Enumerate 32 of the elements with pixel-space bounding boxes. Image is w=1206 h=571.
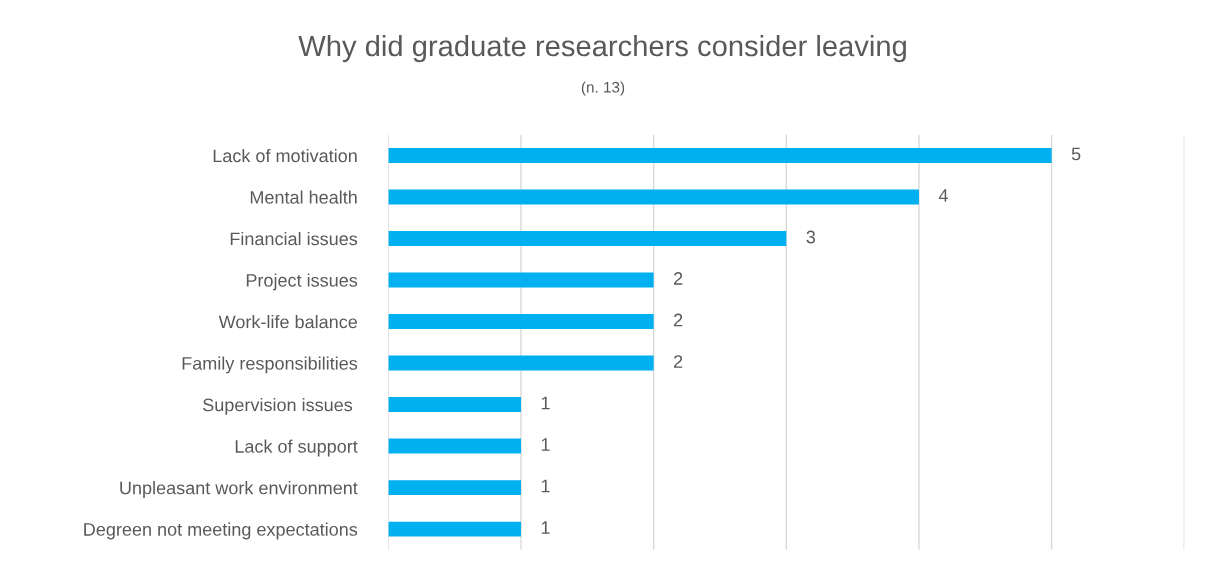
bar bbox=[388, 480, 521, 496]
data-label: 5 bbox=[1071, 147, 1081, 161]
y-tick-label: Lack of support bbox=[235, 439, 358, 457]
y-tick-label: Project issues bbox=[246, 273, 358, 291]
y-tick-label: Financial issues bbox=[230, 231, 358, 246]
bar bbox=[388, 355, 654, 371]
bar bbox=[388, 189, 919, 205]
bar bbox=[388, 148, 1052, 163]
bar bbox=[388, 438, 521, 454]
data-label: 2 bbox=[674, 313, 683, 327]
chart-subtitle: (n. 13) bbox=[581, 81, 625, 96]
y-tick-label: Mental health bbox=[250, 190, 357, 204]
data-label: 1 bbox=[541, 396, 550, 410]
y-tick-label: Family responsibilities bbox=[182, 356, 358, 374]
data-label: 1 bbox=[541, 521, 550, 534]
y-tick-label: Work-life balance bbox=[218, 315, 357, 329]
y-tick-label: Lack of motivation bbox=[213, 148, 357, 163]
bar bbox=[388, 231, 787, 247]
bar bbox=[388, 397, 521, 413]
bar bbox=[388, 521, 521, 537]
data-label: 1 bbox=[541, 438, 550, 451]
chart-title: Why did graduate researchers consider leaving bbox=[298, 34, 906, 63]
data-label: 4 bbox=[938, 189, 948, 202]
data-label: 2 bbox=[674, 355, 683, 368]
bar bbox=[388, 314, 654, 330]
y-tick-label: Unpleasant work environment bbox=[120, 481, 358, 498]
bar bbox=[388, 272, 654, 288]
data-label: 3 bbox=[806, 230, 815, 244]
y-tick-label: Degreen not meeting expectations bbox=[84, 522, 358, 540]
y-tick-label: Supervision issues bbox=[203, 398, 353, 415]
data-label: 2 bbox=[674, 272, 683, 285]
data-label: 1 bbox=[541, 479, 550, 493]
